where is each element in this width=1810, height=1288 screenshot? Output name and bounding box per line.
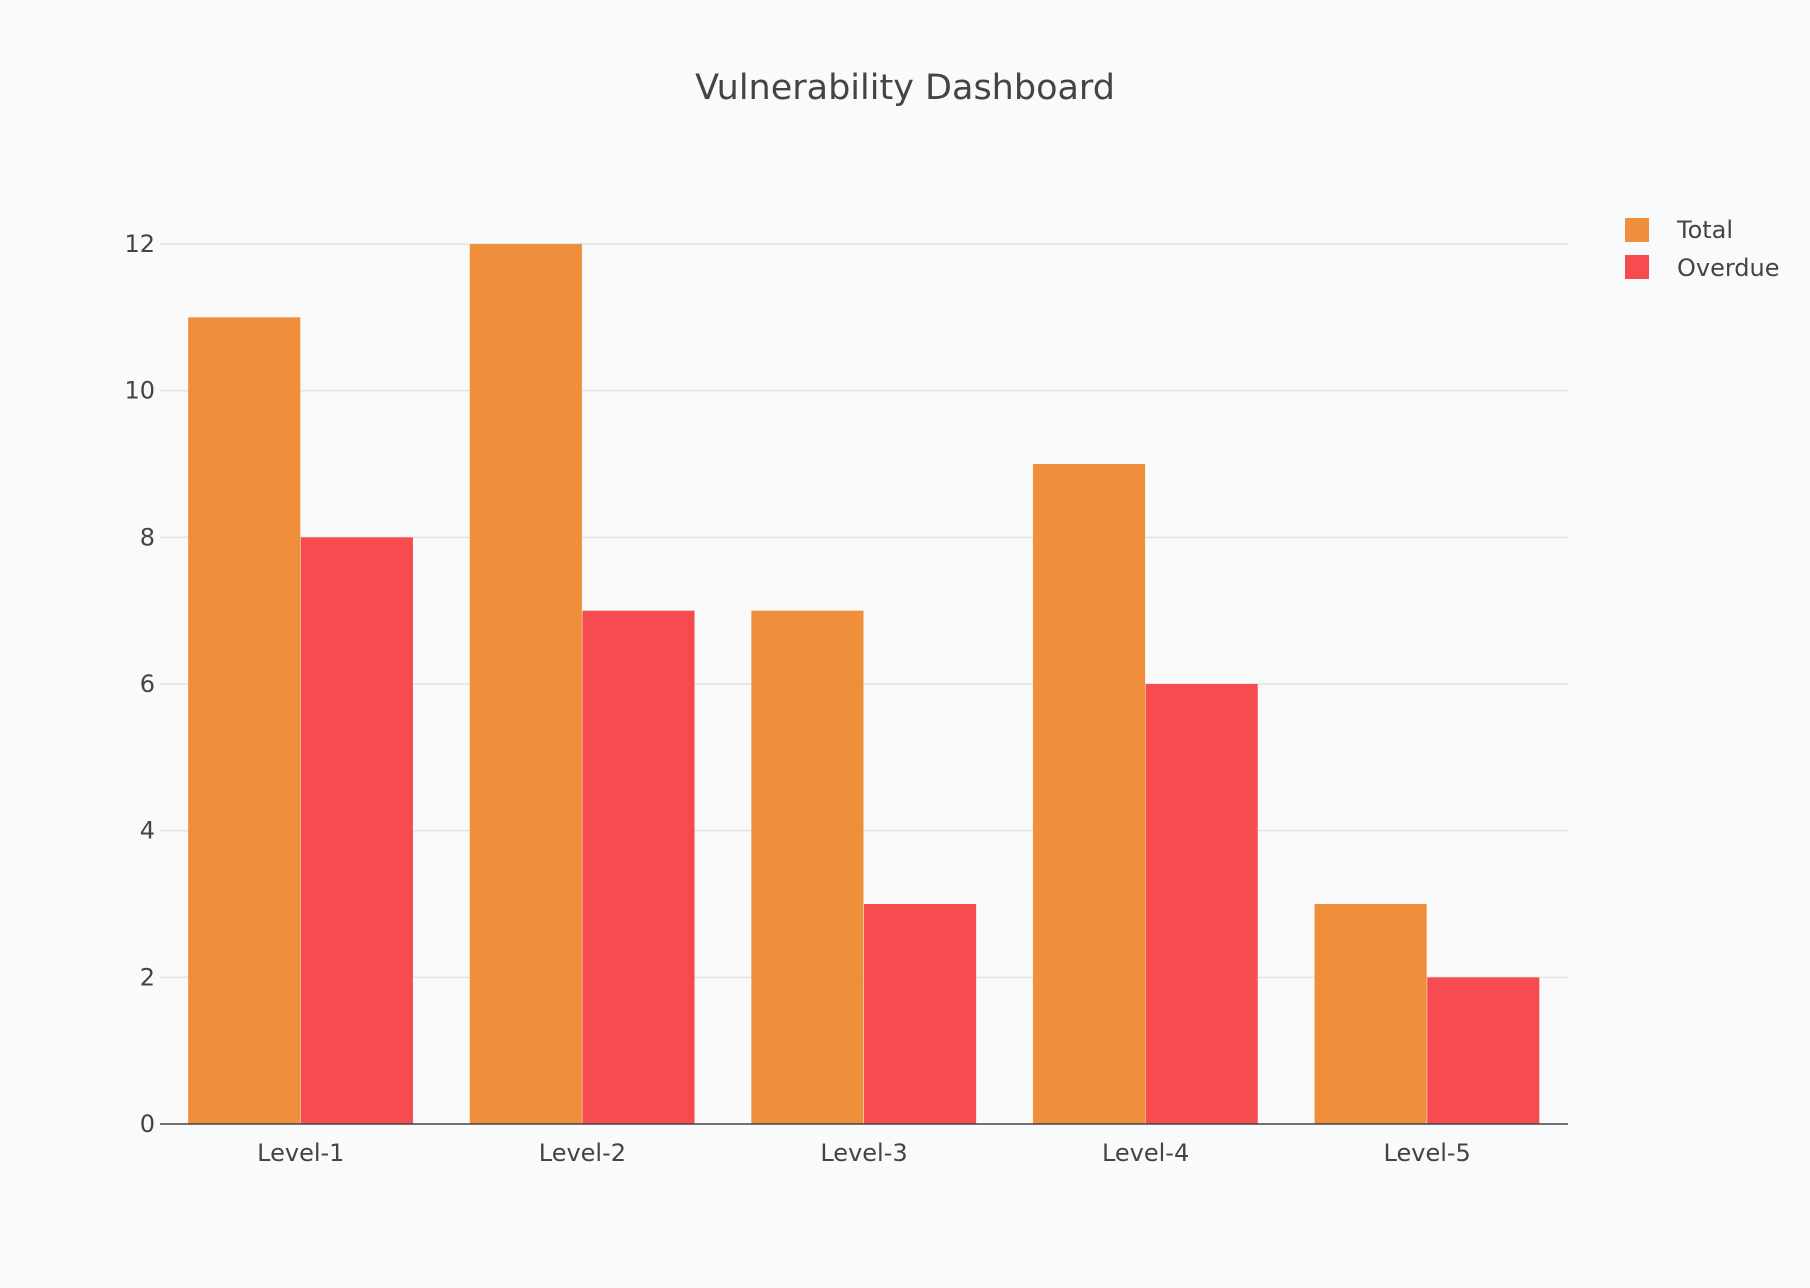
bar-total-level-4[interactable] xyxy=(1032,464,1146,1124)
legend-item-total[interactable]: Total xyxy=(1625,216,1733,244)
bar-total-level-5[interactable] xyxy=(1314,904,1427,1124)
y-tick-label: 8 xyxy=(140,523,155,551)
x-tick-label: Level-1 xyxy=(257,1139,344,1167)
legend-swatch-total xyxy=(1625,218,1649,242)
chart-title: Vulnerability Dashboard xyxy=(695,68,1115,108)
legend: Total Overdue xyxy=(1625,216,1780,282)
y-tick-label: 12 xyxy=(124,230,155,258)
x-tick-label: Level-2 xyxy=(539,1139,626,1167)
legend-swatch-overdue xyxy=(1625,255,1649,279)
bar-overdue-level-5[interactable] xyxy=(1427,977,1540,1124)
y-tick-label: 2 xyxy=(140,963,155,991)
bar-overdue-level-1[interactable] xyxy=(300,537,413,1124)
x-tick-label: Level-3 xyxy=(820,1139,907,1167)
y-tick-label: 10 xyxy=(124,377,155,405)
y-tick-label: 0 xyxy=(140,1110,155,1138)
bar-overdue-level-3[interactable] xyxy=(864,904,977,1124)
legend-label-total: Total xyxy=(1676,216,1733,244)
bar-total-level-1[interactable] xyxy=(188,317,301,1124)
bar-overdue-level-2[interactable] xyxy=(582,610,695,1124)
legend-label-overdue: Overdue xyxy=(1677,254,1780,282)
bars xyxy=(188,244,1540,1124)
bar-total-level-2[interactable] xyxy=(469,244,582,1124)
y-axis-tick-labels: 0 2 4 6 8 10 12 xyxy=(124,230,155,1138)
x-tick-label: Level-5 xyxy=(1384,1139,1471,1167)
legend-item-overdue[interactable]: Overdue xyxy=(1625,254,1780,282)
x-axis-tick-labels: Level-1 Level-2 Level-3 Level-4 Level-5 xyxy=(257,1139,1471,1167)
y-tick-label: 6 xyxy=(140,670,155,698)
bar-total-level-3[interactable] xyxy=(751,610,864,1124)
x-tick-label: Level-4 xyxy=(1102,1139,1189,1167)
y-tick-label: 4 xyxy=(140,817,155,845)
bar-overdue-level-4[interactable] xyxy=(1145,684,1258,1124)
